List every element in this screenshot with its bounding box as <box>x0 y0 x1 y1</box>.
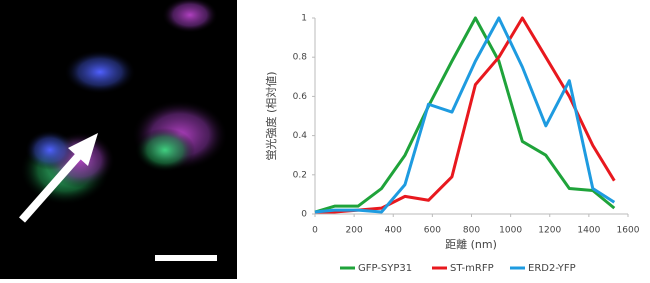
x-tick-label: 1000 <box>499 226 522 236</box>
legend-label: ST-mRFP <box>450 263 494 274</box>
x-tick-label: 600 <box>424 226 441 236</box>
legend-label: GFP-SYP31 <box>358 263 412 274</box>
chart: 蛍光強度 (相対値) 距離 (nm) 0 0.2 0.4 0.6 0.8 1 0 200 400… <box>264 14 640 275</box>
series-line <box>314 16 616 214</box>
x-tick-label: 800 <box>463 226 480 236</box>
y-tick-label: 0.6 <box>293 92 308 102</box>
x-tick-label: 1200 <box>538 226 561 236</box>
legend-label: ERD2-YFP <box>528 263 576 274</box>
y-axis-label: 蛍光強度 (相対値) <box>264 71 278 160</box>
x-tick-label: 400 <box>385 226 402 236</box>
y-tick-label: 0 <box>301 210 307 220</box>
y-tick-label: 0.2 <box>293 170 307 180</box>
y-tick-label: 0.4 <box>293 131 308 141</box>
y-tick-label: 1 <box>301 14 307 24</box>
series-line <box>315 16 616 214</box>
x-tick-label: 1400 <box>577 226 600 236</box>
micrograph <box>0 0 237 279</box>
series-line <box>314 16 616 214</box>
y-tick-label: 0.8 <box>293 53 308 63</box>
x-tick-label: 0 <box>312 226 318 236</box>
x-tick-label: 1600 <box>617 226 640 236</box>
x-axis-label: 距離 (nm) <box>445 237 497 251</box>
x-tick-label: 200 <box>346 226 363 236</box>
